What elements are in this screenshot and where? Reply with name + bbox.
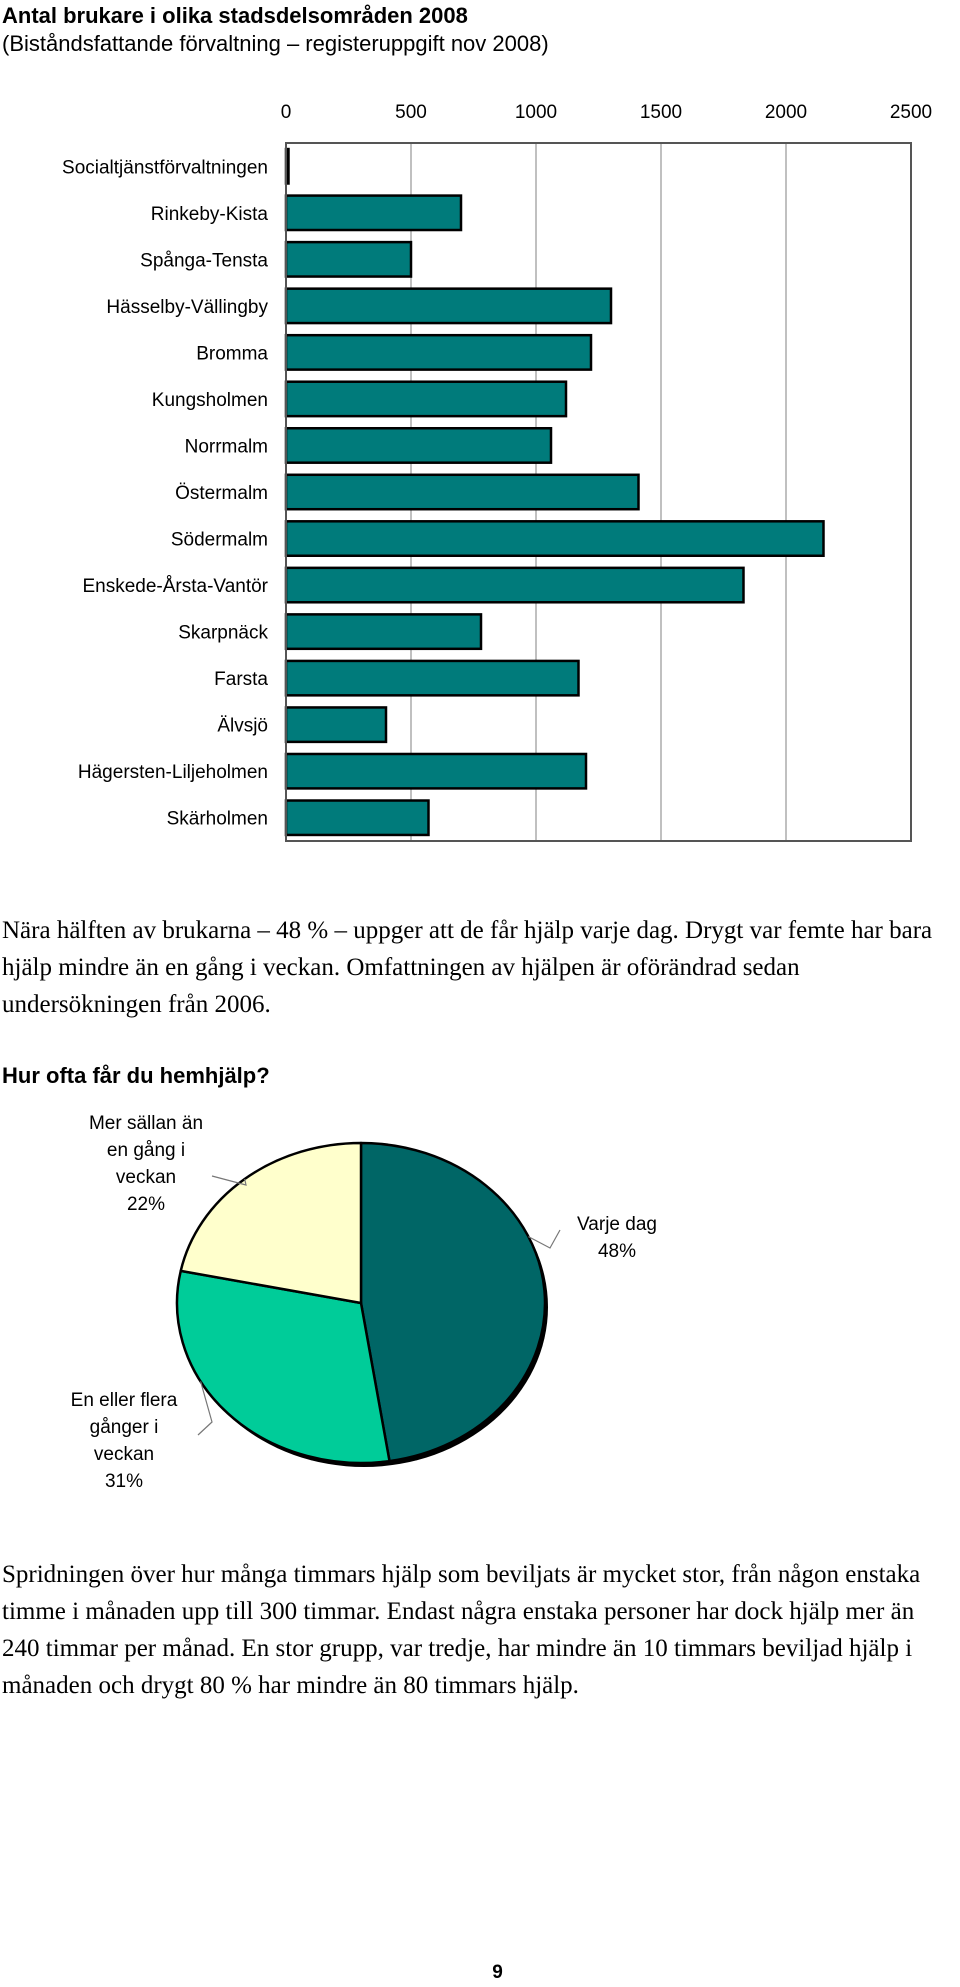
bar-ostermalm bbox=[284, 473, 640, 511]
pie-label-en-eller-flera-ganger-i-veckan: En eller flera gånger i veckan 31% bbox=[71, 1390, 178, 1492]
pie-chart: Varje dag 48% En eller flera gånger i veckan… bbox=[71, 1113, 657, 1492]
bar-sodermalm bbox=[284, 520, 825, 558]
bar-category-label-rinkeby-kista: Rinkeby-Kista bbox=[151, 204, 269, 225]
bar-category-label-hagersten-liljeholmen: Hägersten-Liljeholmen bbox=[78, 762, 268, 783]
bar-hasselby-vallingby bbox=[284, 287, 613, 325]
bar-hagersten-liljeholmen bbox=[284, 752, 588, 790]
bar-category-label-ostermalm: Östermalm bbox=[175, 483, 268, 504]
pie-pct-label: 48% bbox=[598, 1241, 636, 1262]
bar-x-tick-label: 1000 bbox=[515, 102, 557, 123]
bar-category-label-enskede-arsta-vantor: Enskede-Årsta-Vantör bbox=[82, 576, 268, 597]
bar-category-label-norrmalm: Norrmalm bbox=[185, 436, 268, 457]
bar-enskede-arsta-vantor bbox=[284, 566, 745, 604]
bar-category-label-socialtjanstforvaltningen: Socialtjänstförvaltningen bbox=[62, 157, 268, 178]
pie-leader-line bbox=[211, 1175, 247, 1186]
body-paragraph-1: Nära hälften av brukarna – 48 % – uppger… bbox=[2, 917, 933, 1018]
bar-category-label-alvsjo: Älvsjö bbox=[217, 716, 268, 737]
bar-chart-title: Antal brukare i olika stadsdelsområden 2… bbox=[2, 3, 468, 28]
page-number: 9 bbox=[492, 1962, 503, 1983]
bar-x-tick-label: 2000 bbox=[765, 102, 807, 123]
bar-chart: 0 500 1000 1500 2000 2500 Socialtjänstförvalt… bbox=[62, 102, 932, 842]
bar-spanga-tensta bbox=[284, 240, 413, 278]
pie-slice-varje-dag bbox=[359, 1141, 547, 1463]
bar-rinkeby-kista bbox=[284, 194, 463, 232]
pie-leader-line bbox=[197, 1381, 213, 1436]
bar-x-tick-label: 2500 bbox=[890, 102, 932, 123]
bar-skarholmen bbox=[284, 799, 430, 837]
bar-category-label-farsta: Farsta bbox=[214, 669, 268, 690]
bar-category-label-skarpnack: Skarpnäck bbox=[178, 623, 268, 644]
pie-pct-label: 22% bbox=[127, 1194, 165, 1215]
pie-label-mer-sallan-an-en-gang-i-veckan: Mer sällan än en gång i veckan 22% bbox=[89, 1113, 203, 1215]
bar-category-label-kungsholmen: Kungsholmen bbox=[152, 390, 268, 411]
bar-x-tick-label: 1500 bbox=[640, 102, 682, 123]
pie-label-varje-dag: Varje dag 48% bbox=[577, 1214, 657, 1262]
bar-plot-frame bbox=[285, 142, 912, 842]
bar-category-label-bromma: Bromma bbox=[196, 343, 268, 364]
bar-x-tick-label: 0 bbox=[281, 102, 292, 123]
bar-x-tick-label: 500 bbox=[395, 102, 427, 123]
bar-skarpnack bbox=[284, 613, 483, 651]
pie-leader-line bbox=[528, 1229, 561, 1249]
body-paragraph-2: Spridningen över hur många timmars hjälp… bbox=[2, 1561, 921, 1699]
pie-chart-title: Hur ofta får du hemhjälp? bbox=[2, 1063, 270, 1088]
bar-category-label-spanga-tensta: Spånga-Tensta bbox=[140, 250, 268, 271]
pie-slice-en-eller-flera-ganger-i-veckan bbox=[175, 1269, 391, 1465]
bar-chart-subtitle: (Biståndsfattande förvaltning – register… bbox=[2, 31, 549, 56]
bar-category-label-hasselby-vallingby: Hässelby-Vällingby bbox=[106, 297, 268, 318]
bar-bromma bbox=[284, 333, 593, 371]
bar-category-label-skarholmen: Skärholmen bbox=[167, 809, 268, 830]
bar-kungsholmen bbox=[284, 380, 568, 418]
pie-pct-label: 31% bbox=[105, 1471, 143, 1492]
bar-norrmalm bbox=[284, 426, 553, 464]
bar-alvsjo bbox=[284, 706, 388, 744]
bar-category-label-sodermalm: Södermalm bbox=[171, 530, 268, 551]
bar-farsta bbox=[284, 659, 580, 697]
